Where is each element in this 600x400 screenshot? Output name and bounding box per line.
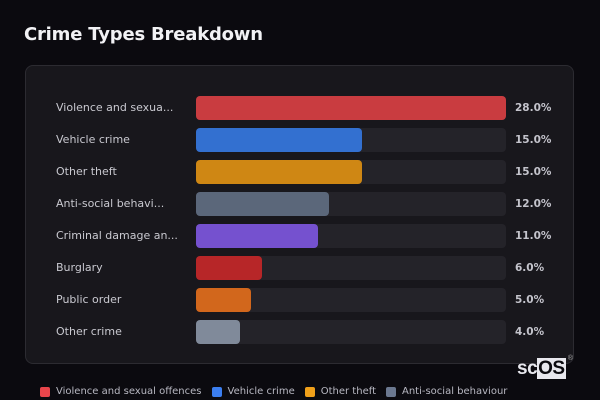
bar-value: 28.0% (515, 102, 552, 114)
bar-label: Vehicle crime (56, 133, 130, 146)
bar-label: Other crime (56, 325, 122, 338)
legend-swatch-icon (385, 386, 396, 397)
bar-fill[interactable] (196, 160, 362, 184)
bar-value: 15.0% (515, 166, 552, 178)
bar-row[interactable]: Public order 5.0% (26, 288, 573, 312)
bar-track (196, 320, 506, 344)
bar-track (196, 96, 506, 120)
legend-label: Violence and sexual offences (56, 386, 202, 397)
legend-swatch-icon (211, 386, 222, 397)
bar-track (196, 288, 506, 312)
bar-fill[interactable] (196, 320, 240, 344)
bar-value: 4.0% (515, 326, 545, 338)
scos-logo: scOS ® (517, 355, 573, 380)
bar-row[interactable]: Burglary 6.0% (26, 256, 573, 280)
bar-label: Burglary (56, 261, 103, 274)
bar-label: Violence and sexua... (56, 101, 174, 114)
legend-item[interactable]: Violence and sexual offences (40, 386, 202, 397)
logo-text-plain: sc (517, 358, 538, 379)
bar-value: 15.0% (515, 134, 552, 146)
logo-text-boxed: OS (537, 358, 566, 379)
bar-track (196, 224, 506, 248)
bar-fill[interactable] (196, 256, 262, 280)
bar-label: Criminal damage an... (56, 229, 178, 242)
chart-legend: Violence and sexual offences Vehicle crim… (40, 386, 507, 397)
bar-fill[interactable] (196, 96, 506, 120)
legend-label: Vehicle crime (227, 386, 295, 397)
bar-fill[interactable] (196, 224, 318, 248)
bar-fill[interactable] (196, 192, 329, 216)
bar-value: 11.0% (515, 230, 552, 242)
bar-row[interactable]: Anti-social behavi... 12.0% (26, 192, 573, 216)
bar-label: Other theft (56, 165, 117, 178)
bar-value: 5.0% (515, 294, 545, 306)
chart-title: Crime Types Breakdown (24, 24, 263, 45)
bar-row[interactable]: Criminal damage an... 11.0% (26, 224, 573, 248)
legend-item[interactable]: Vehicle crime (211, 386, 295, 397)
bar-value: 6.0% (515, 262, 545, 274)
bar-row[interactable]: Other crime 4.0% (26, 320, 573, 344)
bar-row[interactable]: Vehicle crime 15.0% (26, 128, 573, 152)
registered-mark: ® (567, 355, 573, 362)
bar-track (196, 160, 506, 184)
legend-label: Other theft (320, 386, 376, 397)
legend-label: Anti-social behaviour (401, 386, 508, 397)
legend-swatch-icon (304, 386, 315, 397)
bar-fill[interactable] (196, 288, 251, 312)
bar-track (196, 192, 506, 216)
legend-swatch-icon (40, 386, 50, 397)
bar-fill[interactable] (196, 128, 362, 152)
bar-row[interactable]: Violence and sexua... 28.0% (26, 96, 573, 120)
bar-label: Public order (56, 293, 122, 306)
bar-row[interactable]: Other theft 15.0% (26, 160, 573, 184)
bar-track (196, 128, 506, 152)
chart-card: Violence and sexua... 28.0% Vehicle crime 1… (25, 65, 574, 364)
bar-track (196, 256, 506, 280)
bar-value: 12.0% (515, 198, 552, 210)
legend-item[interactable]: Other theft (304, 386, 376, 397)
legend-item[interactable]: Anti-social behaviour (385, 386, 508, 397)
bar-label: Anti-social behavi... (56, 197, 165, 210)
